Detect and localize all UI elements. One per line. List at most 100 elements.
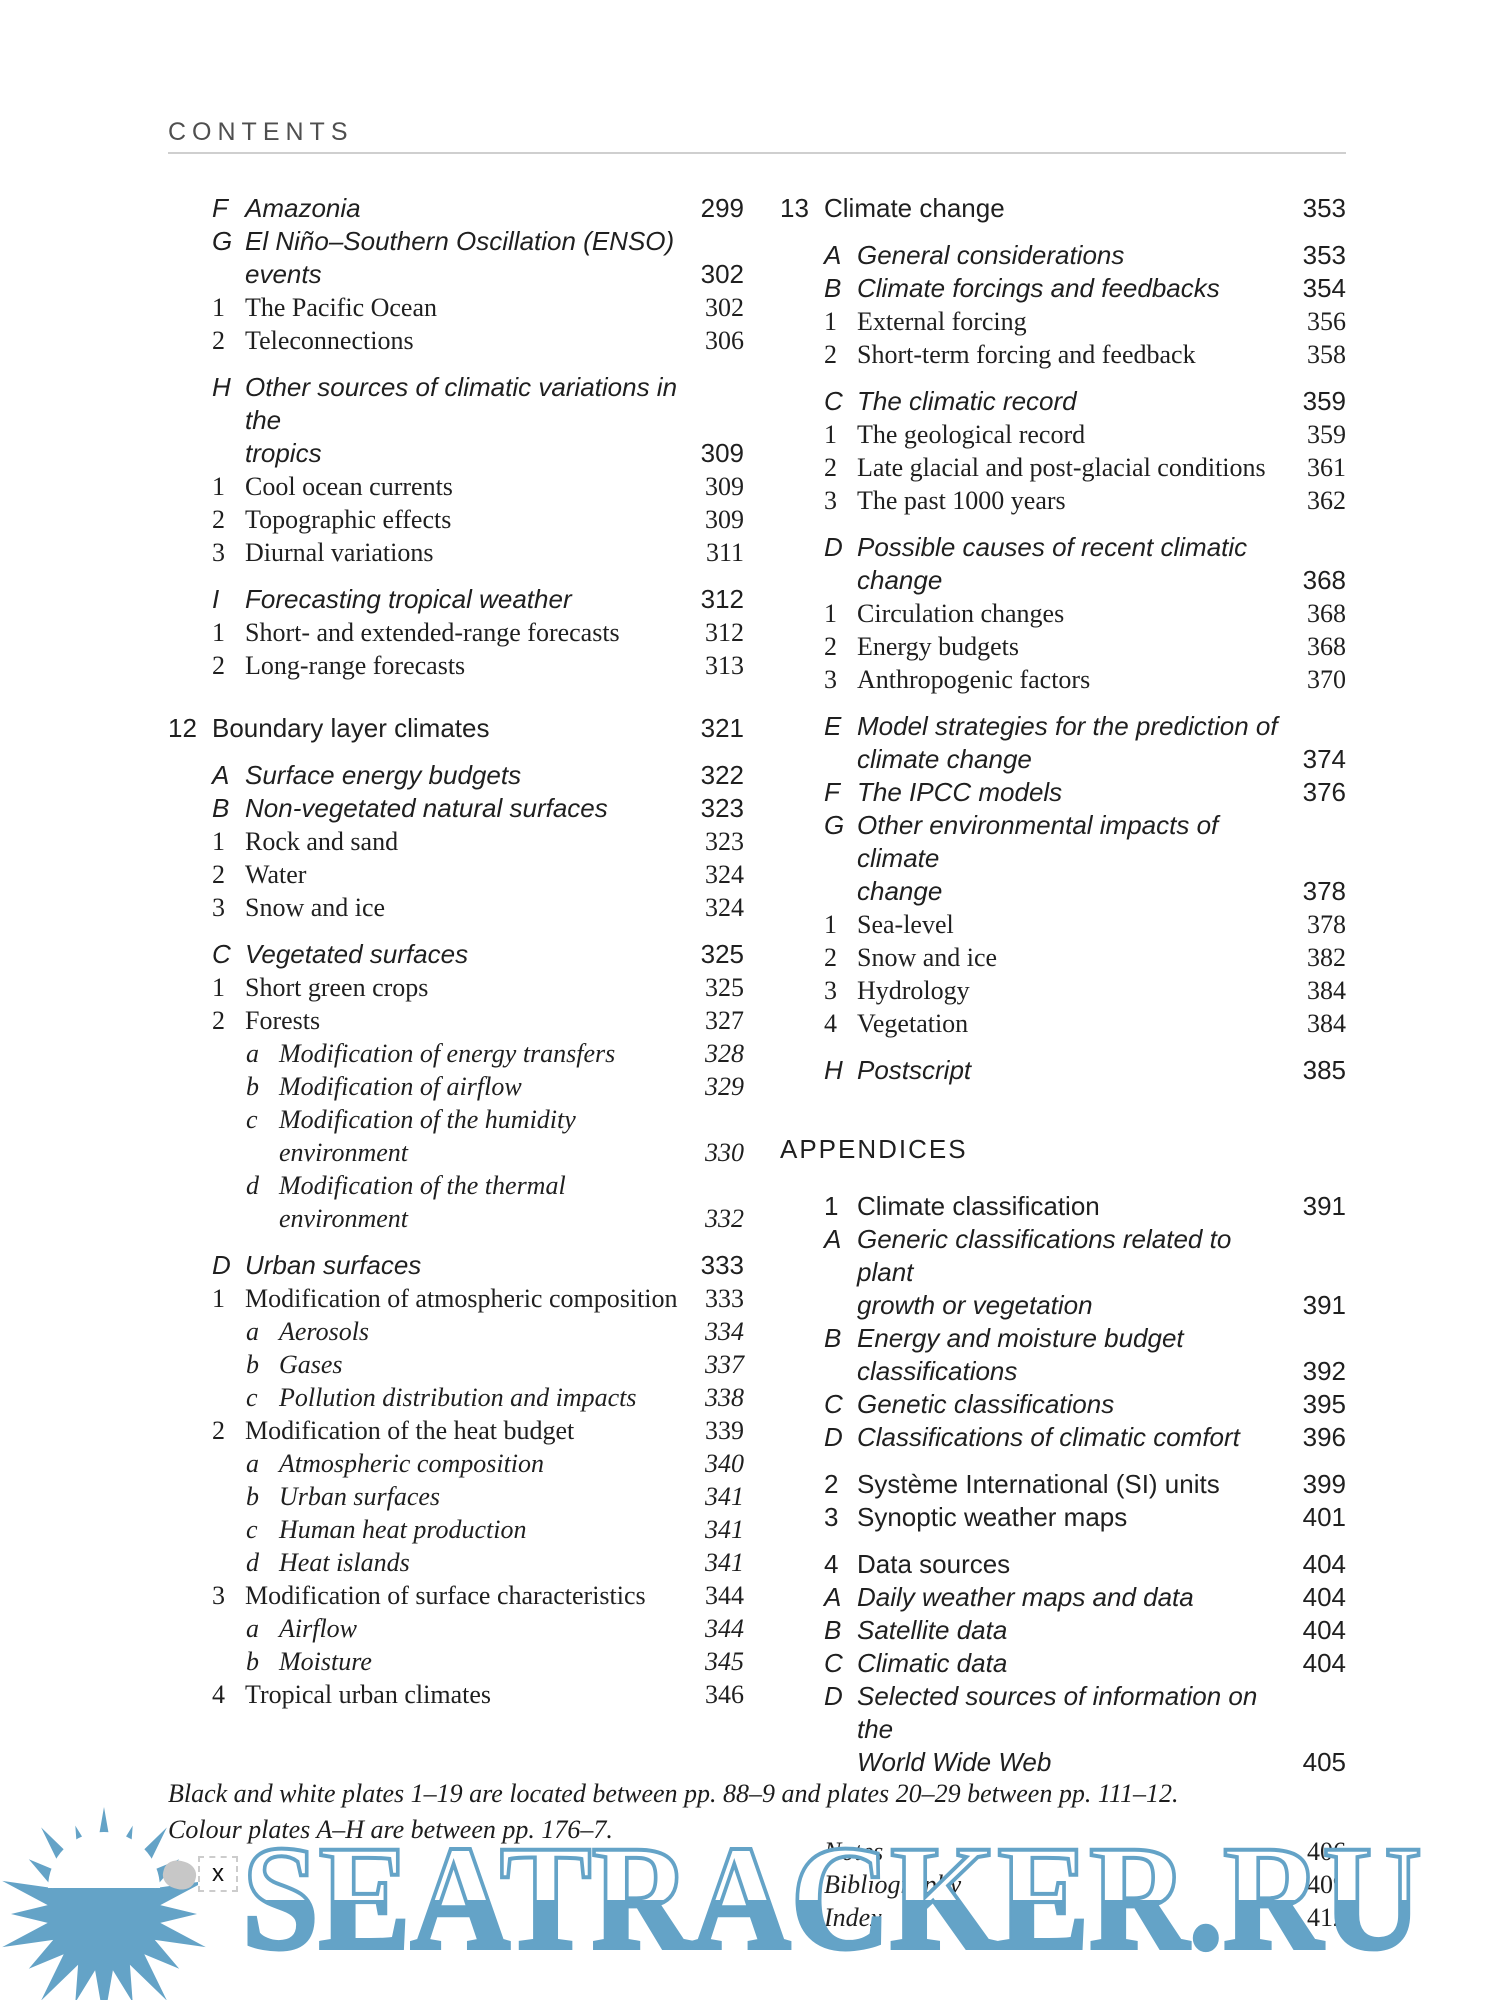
- toc-column-left: F Amazonia 299 G El Niño–Southern Oscillatio…: [168, 192, 744, 1934]
- toc-entry-row: G Other environmental impacts of climate …: [824, 809, 1346, 908]
- toc-entry-label: b: [246, 1647, 259, 1676]
- toc-entry-page: 385: [1302, 1055, 1346, 1085]
- toc-entry-title: Modification of airflow: [279, 1072, 522, 1101]
- toc-entry-title: Sea-level: [857, 910, 954, 939]
- toc-entry-row: d Modification of the thermal environment…: [246, 1169, 744, 1235]
- toc-entry-page: 382: [1307, 943, 1346, 972]
- toc-entry-page: 312: [700, 584, 744, 614]
- toc-chapter-row: 12 Boundary layer climates 321: [168, 712, 744, 745]
- toc-entry-row: 2 Modification of the heat budget 339: [212, 1414, 744, 1447]
- plates-footnote: Black and white plates 1–19 are located …: [168, 1776, 1318, 1848]
- toc-entry-title: Short- and extended-range forecasts: [245, 618, 620, 647]
- toc-entry-label: A: [212, 760, 230, 790]
- toc-entry-title: The Pacific Ocean: [245, 293, 438, 322]
- watermark-text-outline: SEATRACKER.RU: [242, 1836, 1422, 1976]
- toc-entry-row: D Possible causes of recent climatic chan…: [824, 531, 1346, 597]
- toc-entry-title: The geological record: [857, 420, 1086, 449]
- toc-entry-title: Possible causes of recent climatic chang…: [857, 532, 1248, 595]
- toc-entry-row: H Postscript 385: [824, 1054, 1346, 1087]
- toc-entry-row: 1 Climate classification 391: [824, 1190, 1346, 1223]
- toc-entry-row: A General considerations 353: [824, 239, 1346, 272]
- toc-columns: F Amazonia 299 G El Niño–Southern Oscillatio…: [168, 192, 1346, 1934]
- watermark-text: SEATRACKER.RU: [242, 1836, 1422, 1976]
- toc-entry-row: 1 Rock and sand 323: [212, 825, 744, 858]
- toc-entry-label: C: [824, 1648, 843, 1678]
- toc-entry-title: Urban surfaces: [245, 1250, 422, 1280]
- toc-entry-label: 3: [824, 665, 837, 694]
- toc-entry-page: 361: [1307, 453, 1346, 482]
- toc-entry-row: a Modification of energy transfers 328: [246, 1037, 744, 1070]
- toc-entry-title: Gases: [279, 1350, 343, 1379]
- appendices-heading: APPENDICES: [780, 1134, 968, 1164]
- toc-entry-label: 1: [824, 1191, 839, 1221]
- toc-entry-page: 406: [1307, 1837, 1346, 1866]
- toc-entry-title: El Niño–Southern Oscillation (ENSO) even…: [245, 226, 675, 289]
- toc-entry-page: 409: [1307, 1870, 1346, 1899]
- toc-entry-label: F: [212, 193, 228, 223]
- toc-entry-row: A Surface energy budgets 322: [212, 759, 744, 792]
- toc-entry-page: 341: [705, 1482, 744, 1511]
- toc-entry-title: Long-range forecasts: [245, 651, 466, 680]
- toc-entry-row: 3 The past 1000 years 362: [824, 484, 1346, 517]
- toc-entry-title: Tropical urban climates: [245, 1680, 491, 1709]
- toc-entry-row: 1 Modification of atmospheric composition…: [212, 1282, 744, 1315]
- toc-entry-title: Generic classifications related to plant…: [857, 1224, 1232, 1320]
- toc-entry-row: I Forecasting tropical weather 312: [212, 583, 744, 616]
- toc-entry-title: Classifications of climatic comfort: [857, 1422, 1240, 1452]
- toc-entry-label: C: [824, 386, 843, 416]
- toc-entry-row: B Climate forcings and feedbacks 354: [824, 272, 1346, 305]
- toc-entry-page: 368: [1307, 599, 1346, 628]
- toc-entry-page: 396: [1302, 1422, 1346, 1452]
- toc-entry-row: b Modification of airflow 329: [246, 1070, 744, 1103]
- toc-entry-title: Teleconnections: [245, 326, 414, 355]
- toc-entry-title: Postscript: [857, 1055, 972, 1085]
- toc-entry-label: b: [246, 1482, 259, 1511]
- toc-entry-title: Moisture: [279, 1647, 372, 1676]
- toc-entry-page: 392: [1302, 1356, 1346, 1386]
- toc-entry-label: B: [212, 793, 230, 823]
- toc-entry-title: Forecasting tropical weather: [245, 584, 572, 614]
- toc-entry-row: A Generic classifications related to plan…: [824, 1223, 1346, 1322]
- toc-entry-row: 2 Energy budgets 368: [824, 630, 1346, 663]
- toc-entry-label: D: [824, 1681, 843, 1711]
- toc-entry-row: b Urban surfaces 341: [246, 1480, 744, 1513]
- toc-entry-row: E Model strategies for the prediction of …: [824, 710, 1346, 776]
- toc-entry-page: 340: [705, 1449, 744, 1478]
- toc-entry-label: 1: [824, 307, 837, 336]
- toc-entry-title: Système International (SI) units: [857, 1469, 1220, 1499]
- toc-entry-title: Daily weather maps and data: [857, 1582, 1194, 1612]
- toc-entry-page: 325: [700, 939, 744, 969]
- toc-entry-row: a Atmospheric composition 340: [246, 1447, 744, 1480]
- toc-entry-title: Rock and sand: [245, 827, 399, 856]
- plates-footnote-line2: Colour plates A–H are between pp. 176–7.: [168, 1815, 613, 1844]
- toc-entry-label: c: [246, 1383, 258, 1412]
- toc-entry-page: 328: [705, 1039, 744, 1068]
- toc-entry-label: 13: [780, 193, 809, 223]
- toc-entry-row: H Other sources of climatic variations in…: [212, 371, 744, 470]
- toc-entry-label: 3: [212, 893, 225, 922]
- toc-entry-title: Cool ocean currents: [245, 472, 453, 501]
- toc-entry-page: 354: [1302, 273, 1346, 303]
- toc-entry-title: Energy budgets: [857, 632, 1019, 661]
- toc-entry-title: External forcing: [857, 307, 1027, 336]
- toc-entry-row: 3 Anthropogenic factors 370: [824, 663, 1346, 696]
- toc-entry-label: B: [824, 1615, 842, 1645]
- toc-entry-label: 3: [212, 538, 225, 567]
- toc-entry-label: 1: [212, 618, 225, 647]
- toc-entry-page: 359: [1302, 386, 1346, 416]
- toc-entry-title: Pollution distribution and impacts: [279, 1383, 637, 1412]
- toc-entry-row: 3 Synoptic weather maps 401: [824, 1501, 1346, 1534]
- toc-entry-row: c Human heat production 341: [246, 1513, 744, 1546]
- toc-entry-page: 339: [705, 1416, 744, 1445]
- toc-entry-page: 323: [705, 827, 744, 856]
- toc-entry-label: 2: [824, 453, 837, 482]
- toc-entry-page: 329: [705, 1072, 744, 1101]
- toc-entry-page: 384: [1307, 976, 1346, 1005]
- toc-entry-label: B: [824, 1323, 842, 1353]
- toc-entry-label: E: [824, 711, 842, 741]
- toc-entry-page: 309: [705, 472, 744, 501]
- header-divider: [168, 152, 1346, 154]
- toc-entry-label: d: [246, 1548, 259, 1577]
- toc-entry-row: 3 Hydrology 384: [824, 974, 1346, 1007]
